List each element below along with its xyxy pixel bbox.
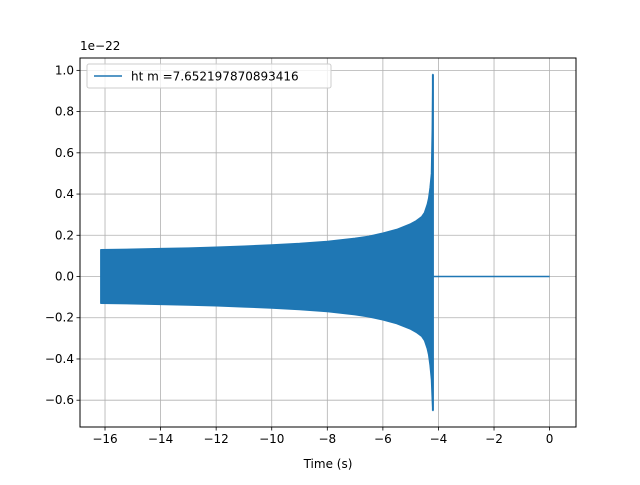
y-tick-label: 1.0 bbox=[55, 63, 74, 77]
x-axis-ticks: −16 −14 −12 −10 −8 −6 −4 −2 0 bbox=[92, 427, 553, 446]
y-tick-label: 0.4 bbox=[55, 187, 74, 201]
waveform-oscillation-band bbox=[100, 73, 434, 412]
y-tick-label: −0.2 bbox=[45, 311, 74, 325]
plot-data bbox=[100, 73, 550, 412]
x-tick-label: −10 bbox=[259, 432, 284, 446]
y-tick-label: 0.0 bbox=[55, 270, 74, 284]
x-tick-label: −12 bbox=[203, 432, 228, 446]
y-axis-ticks: −0.6 −0.4 −0.2 0.0 0.2 0.4 0.6 0.8 1.0 bbox=[45, 63, 80, 407]
legend-box bbox=[86, 63, 332, 89]
y-tick-label: 0.6 bbox=[55, 146, 74, 160]
y-tick-label: 0.2 bbox=[55, 228, 74, 242]
y-tick-label: 0.8 bbox=[55, 105, 74, 119]
x-tick-label: −14 bbox=[148, 432, 173, 446]
x-axis-label: Time (s) bbox=[303, 457, 353, 471]
x-tick-label: 0 bbox=[546, 432, 554, 446]
x-tick-label: −4 bbox=[430, 432, 448, 446]
x-tick-label: −6 bbox=[374, 432, 392, 446]
y-tick-label: −0.4 bbox=[45, 352, 74, 366]
legend-label: ht m =7.652197870893416 bbox=[131, 70, 299, 84]
x-tick-label: −8 bbox=[318, 432, 336, 446]
legend: ht m =7.652197870893416 bbox=[86, 63, 332, 89]
y-axis-scale-label: 1e−22 bbox=[80, 39, 120, 53]
y-tick-label: −0.6 bbox=[45, 393, 74, 407]
axes-frame bbox=[79, 57, 577, 428]
x-tick-label: −16 bbox=[92, 432, 117, 446]
x-tick-label: −2 bbox=[485, 432, 503, 446]
